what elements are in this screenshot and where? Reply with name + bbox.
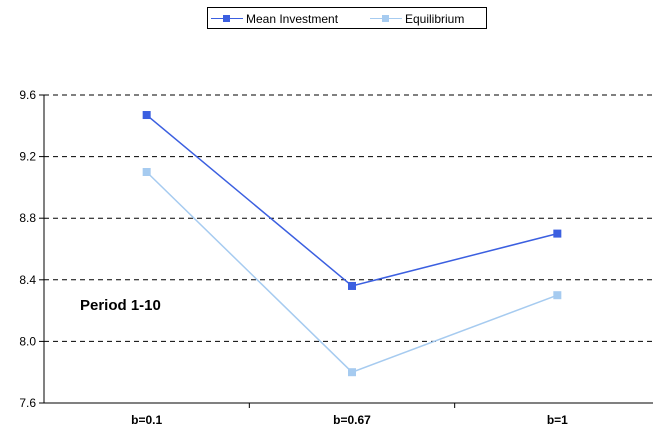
- series-group: [142, 111, 562, 377]
- data-point-mean-investment: [553, 229, 562, 238]
- legend-item-mean-investment: Mean Investment: [211, 11, 338, 27]
- y-tick-label: 9.2: [19, 150, 36, 164]
- legend-label-mean-investment: Mean Investment: [246, 12, 339, 26]
- data-point-mean-investment: [142, 111, 151, 120]
- legend-swatch-mean-investment-icon: [211, 11, 243, 27]
- y-tick-label: 9.6: [19, 88, 36, 102]
- x-tick-label: b=0.67: [333, 413, 371, 427]
- y-tick-label: 8.8: [19, 211, 36, 225]
- y-tick-label: 7.6: [19, 396, 36, 410]
- legend-item-equilibrium: Equilibrium: [370, 11, 464, 27]
- data-point-equilibrium: [553, 291, 562, 300]
- legend-label-equilibrium: Equilibrium: [405, 12, 465, 26]
- axes: [39, 94, 653, 408]
- y-tick-label: 8.4: [19, 273, 36, 287]
- legend-marker-mean: [223, 15, 230, 22]
- data-point-mean-investment: [348, 281, 356, 290]
- legend: Mean Investment Equilibrium: [207, 7, 487, 29]
- series-line-mean-investment: [146, 114, 558, 287]
- data-point-equilibrium: [348, 368, 356, 377]
- data-point-equilibrium: [142, 168, 151, 176]
- legend-marker-eq: [382, 15, 389, 22]
- y-tick-label: 8.0: [19, 334, 36, 348]
- x-tick-labels: b=0.1 b=0.67 b=1: [131, 413, 568, 427]
- gridlines: [44, 94, 653, 342]
- series-line-equilibrium: [146, 171, 558, 374]
- legend-swatch-equilibrium-icon: [370, 11, 402, 27]
- x-tick-label: b=0.1: [131, 413, 162, 427]
- chart-annotation: Period 1-10: [80, 297, 161, 314]
- x-tick-label: b=1: [547, 413, 568, 427]
- y-tick-labels: 7.6 8.0 8.4 8.8 9.2 9.6: [19, 88, 36, 410]
